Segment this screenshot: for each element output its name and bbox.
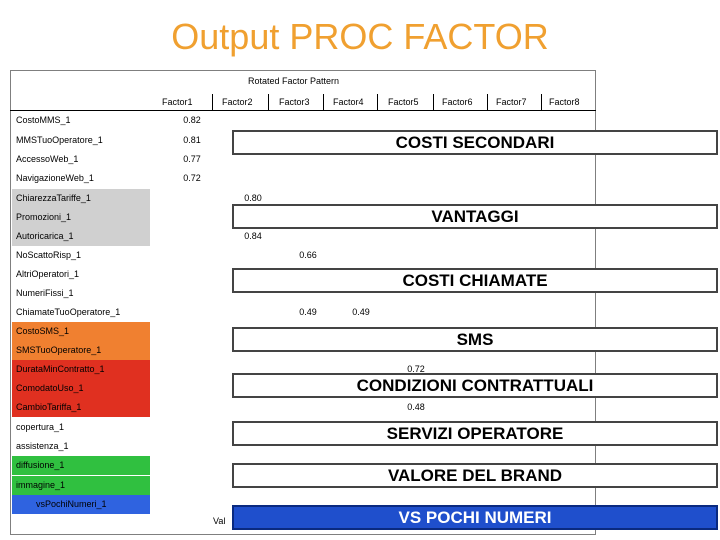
loading-value: 0.82 <box>183 115 201 125</box>
header-divider <box>487 94 488 110</box>
loading-value: 0.48 <box>407 402 425 412</box>
banner-costi-secondari: COSTI SECONDARI <box>232 130 718 155</box>
row-label: assistenza_1 <box>16 441 69 451</box>
row-label: DurataMinContratto_1 <box>12 360 150 379</box>
header-factor2: Factor2 <box>222 97 253 107</box>
banner-brand: VALORE DEL BRAND <box>232 463 718 488</box>
header-factor8: Factor8 <box>549 97 580 107</box>
row-label: ComodatoUso_1 <box>12 379 150 398</box>
loading-value: 0.66 <box>299 250 317 260</box>
loading-value: 0.49 <box>299 307 317 317</box>
row-label: NavigazioneWeb_1 <box>16 173 94 183</box>
pattern-title: Rotated Factor Pattern <box>248 76 340 86</box>
banner-sms: SMS <box>232 327 718 352</box>
loading-value: 0.72 <box>407 364 425 374</box>
row-label: MMSTuoOperatore_1 <box>16 135 103 145</box>
row-label: Autoricarica_1 <box>12 227 150 246</box>
row-label: NumeriFissi_1 <box>16 288 74 298</box>
header-divider <box>377 94 378 110</box>
row-label: immagine_1 <box>12 476 150 495</box>
banner-servizi: SERVIZI OPERATORE <box>232 421 718 446</box>
loading-value: 0.80 <box>244 193 262 203</box>
header-divider <box>268 94 269 110</box>
loading-value: 0.72 <box>183 173 201 183</box>
header-divider <box>433 94 434 110</box>
header-rule <box>10 110 596 111</box>
header-divider <box>323 94 324 110</box>
partial-label: Val <box>213 516 226 526</box>
banner-condizioni: CONDIZIONI CONTRATTUALI <box>232 373 718 398</box>
header-factor3: Factor3 <box>279 97 310 107</box>
loading-value: 0.84 <box>244 231 262 241</box>
row-label: NoScattoRisp_1 <box>16 250 82 260</box>
loading-value: 0.81 <box>183 135 201 145</box>
loading-value: 0.49 <box>352 307 370 317</box>
banner-vantaggi: VANTAGGI <box>232 204 718 229</box>
header-factor7: Factor7 <box>496 97 527 107</box>
row-label: AltriOperatori_1 <box>16 269 80 279</box>
row-label: ChiamateTuoOperatore_1 <box>16 307 121 317</box>
header-factor6: Factor6 <box>442 97 473 107</box>
row-label: Promozioni_1 <box>12 208 150 227</box>
row-label: CambioTariffa_1 <box>12 398 150 417</box>
banner-pochi-numeri: VS POCHI NUMERI <box>232 505 718 530</box>
row-label: SMSTuoOperatore_1 <box>12 341 150 360</box>
loading-value: 0.77 <box>183 154 201 164</box>
row-label: vsPochiNumeri_1 <box>12 495 150 514</box>
header-divider <box>212 94 213 110</box>
header-factor1: Factor1 <box>162 97 193 107</box>
header-factor5: Factor5 <box>388 97 419 107</box>
row-label: CostoSMS_1 <box>12 322 150 341</box>
header-divider <box>541 94 542 110</box>
row-label: ChiarezzaTariffe_1 <box>12 189 150 208</box>
header-factor4: Factor4 <box>333 97 364 107</box>
row-label: AccessoWeb_1 <box>16 154 79 164</box>
row-label: CostoMMS_1 <box>16 115 71 125</box>
row-label: diffusione_1 <box>12 456 150 475</box>
banner-costi-chiamate: COSTI CHIAMATE <box>232 268 718 293</box>
table-frame <box>10 70 596 535</box>
row-label: copertura_1 <box>16 422 65 432</box>
slide-title: Output PROC FACTOR <box>171 16 549 57</box>
